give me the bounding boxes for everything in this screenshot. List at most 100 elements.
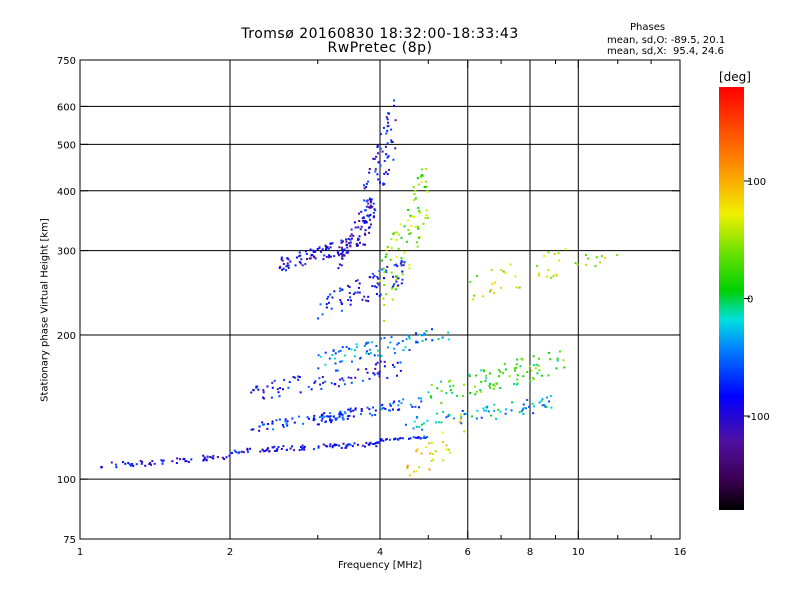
echo-point xyxy=(317,367,320,370)
echo-point xyxy=(480,380,483,383)
echo-point xyxy=(488,372,491,375)
echo-point xyxy=(459,413,462,416)
echo-point xyxy=(516,378,519,381)
echo-point xyxy=(426,436,429,439)
echo-point xyxy=(502,270,505,273)
echo-point xyxy=(337,350,340,353)
echo-point xyxy=(345,240,348,243)
echo-point xyxy=(603,256,606,259)
echo-point xyxy=(250,428,253,431)
echo-point xyxy=(384,145,387,148)
echo-point xyxy=(489,382,492,385)
echo-point xyxy=(482,370,485,373)
echo-point xyxy=(600,255,603,258)
echo-point xyxy=(314,257,317,260)
echo-point xyxy=(398,233,401,236)
echo-point xyxy=(324,363,327,366)
echo-point xyxy=(334,417,337,420)
echo-point xyxy=(473,294,476,297)
echo-point xyxy=(238,451,241,454)
echo-point xyxy=(460,422,463,425)
echo-point xyxy=(389,404,392,407)
y-tick-label: 300 xyxy=(57,247,76,258)
echo-point xyxy=(278,418,281,421)
echo-point xyxy=(298,376,301,379)
echo-point xyxy=(347,443,350,446)
echo-point xyxy=(203,456,206,459)
echo-point xyxy=(367,295,370,298)
echo-point xyxy=(425,167,428,170)
echo-point xyxy=(530,369,533,372)
echo-point xyxy=(294,376,297,379)
echo-point xyxy=(377,161,380,164)
echo-point xyxy=(362,220,365,223)
echo-point xyxy=(366,406,369,409)
echo-point xyxy=(419,437,422,440)
echo-point xyxy=(381,403,384,406)
echo-point xyxy=(379,133,382,136)
echo-point xyxy=(553,252,556,255)
echo-point xyxy=(383,172,386,175)
echo-point xyxy=(223,458,226,461)
echo-point xyxy=(490,289,493,292)
x-tick-label: 4 xyxy=(377,547,383,558)
echo-point xyxy=(140,462,143,465)
echo-point xyxy=(426,190,429,193)
echo-point xyxy=(365,368,368,371)
echo-point xyxy=(487,410,490,413)
echo-point xyxy=(321,248,324,251)
echo-point xyxy=(240,450,243,453)
echo-point xyxy=(400,260,403,263)
echo-point xyxy=(374,413,377,416)
echo-point xyxy=(510,409,513,412)
echo-point xyxy=(461,409,464,412)
echo-point xyxy=(395,231,398,234)
echo-point xyxy=(445,416,448,419)
echo-point xyxy=(298,255,301,258)
echo-point xyxy=(394,147,397,150)
echo-point xyxy=(312,249,315,252)
echo-point xyxy=(544,405,547,408)
echo-point xyxy=(445,444,448,447)
echo-point xyxy=(350,376,353,379)
echo-point xyxy=(353,221,356,224)
echo-point xyxy=(499,370,502,373)
echo-point xyxy=(420,400,423,403)
echo-point xyxy=(485,374,488,377)
echo-point xyxy=(400,402,403,405)
echo-point xyxy=(516,382,519,385)
echo-point xyxy=(284,269,287,272)
echo-point xyxy=(293,421,296,424)
echo-point xyxy=(338,290,341,293)
y-tick-label: 500 xyxy=(57,140,76,151)
echo-point xyxy=(341,240,344,243)
echo-point xyxy=(393,104,396,107)
echo-point xyxy=(262,423,265,426)
echo-point xyxy=(280,256,283,259)
echo-point xyxy=(526,371,529,374)
echo-point xyxy=(392,402,395,405)
x-tick-label: 8 xyxy=(527,547,533,558)
echo-point xyxy=(513,369,516,372)
echo-point xyxy=(364,243,367,246)
echo-point xyxy=(406,464,409,467)
echo-point xyxy=(391,275,394,278)
echo-point xyxy=(358,220,361,223)
echo-point xyxy=(411,405,414,408)
y-tick-label: 200 xyxy=(57,331,76,342)
echo-point xyxy=(373,158,376,161)
echo-point xyxy=(389,258,392,261)
echo-point xyxy=(421,334,424,337)
echo-point xyxy=(442,459,445,462)
echo-point xyxy=(365,299,368,302)
echo-point xyxy=(202,454,205,457)
echo-point xyxy=(361,444,364,447)
echo-point xyxy=(280,447,283,450)
echo-point xyxy=(485,409,488,412)
echo-point xyxy=(504,368,507,371)
echo-point xyxy=(372,276,375,279)
echo-point xyxy=(382,297,385,300)
echo-point xyxy=(287,266,290,269)
echo-point xyxy=(407,219,410,222)
echo-point xyxy=(425,209,428,212)
